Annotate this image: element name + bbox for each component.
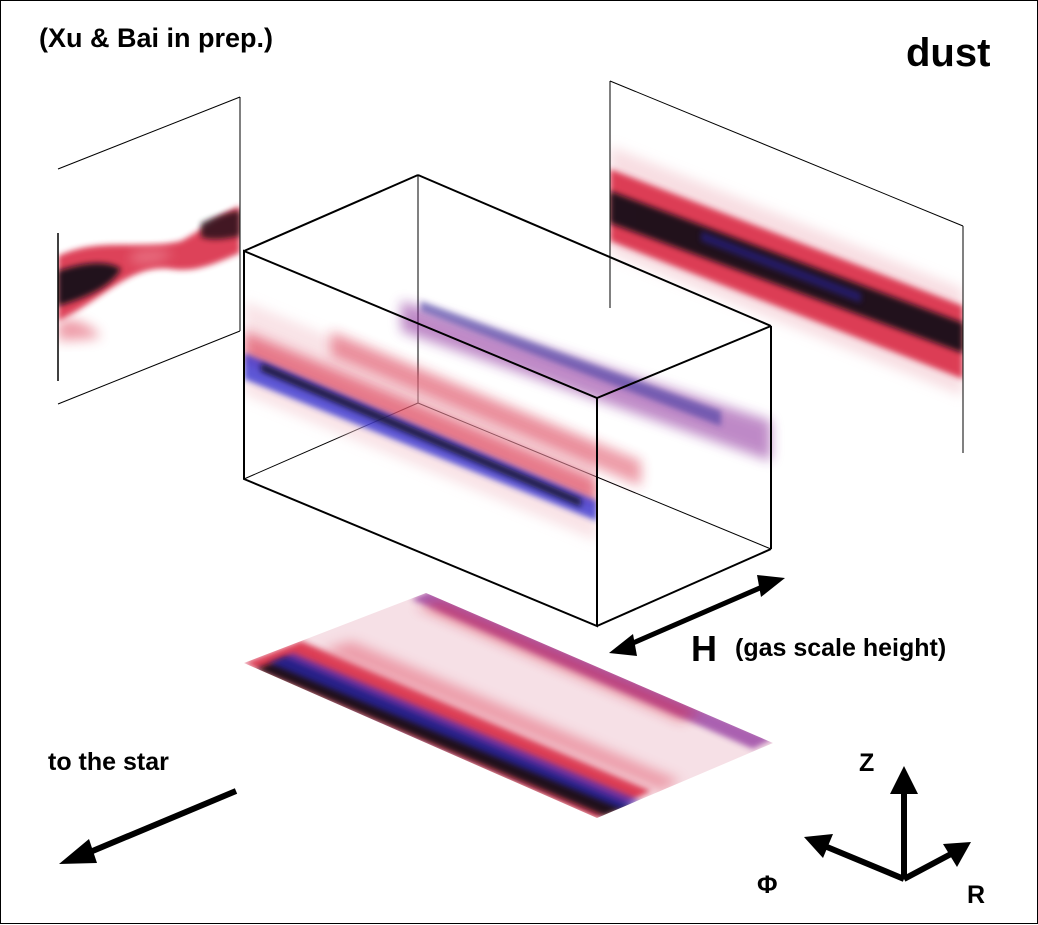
credit-note: (Xu & Bai in prep.): [39, 23, 274, 53]
right-slice-panel: [609, 80, 964, 453]
bottom-slice-panel: [244, 593, 773, 818]
scale-height-description: (gas scale height): [735, 634, 947, 662]
simulation-box: [243, 174, 772, 628]
axis-triad: [804, 766, 971, 882]
left-slice-panel: [57, 96, 241, 405]
panel-title: dust: [906, 31, 991, 75]
z-axis-label: Z: [859, 749, 875, 777]
volume-render: [244, 301, 597, 541]
scale-height-arrow: [609, 575, 785, 656]
phi-axis-label: Φ: [757, 871, 778, 899]
to-star-label: to the star: [48, 748, 169, 776]
to-star-arrow: [59, 788, 238, 864]
r-axis-label: R: [967, 881, 986, 909]
scale-height-symbol: H: [691, 628, 717, 669]
